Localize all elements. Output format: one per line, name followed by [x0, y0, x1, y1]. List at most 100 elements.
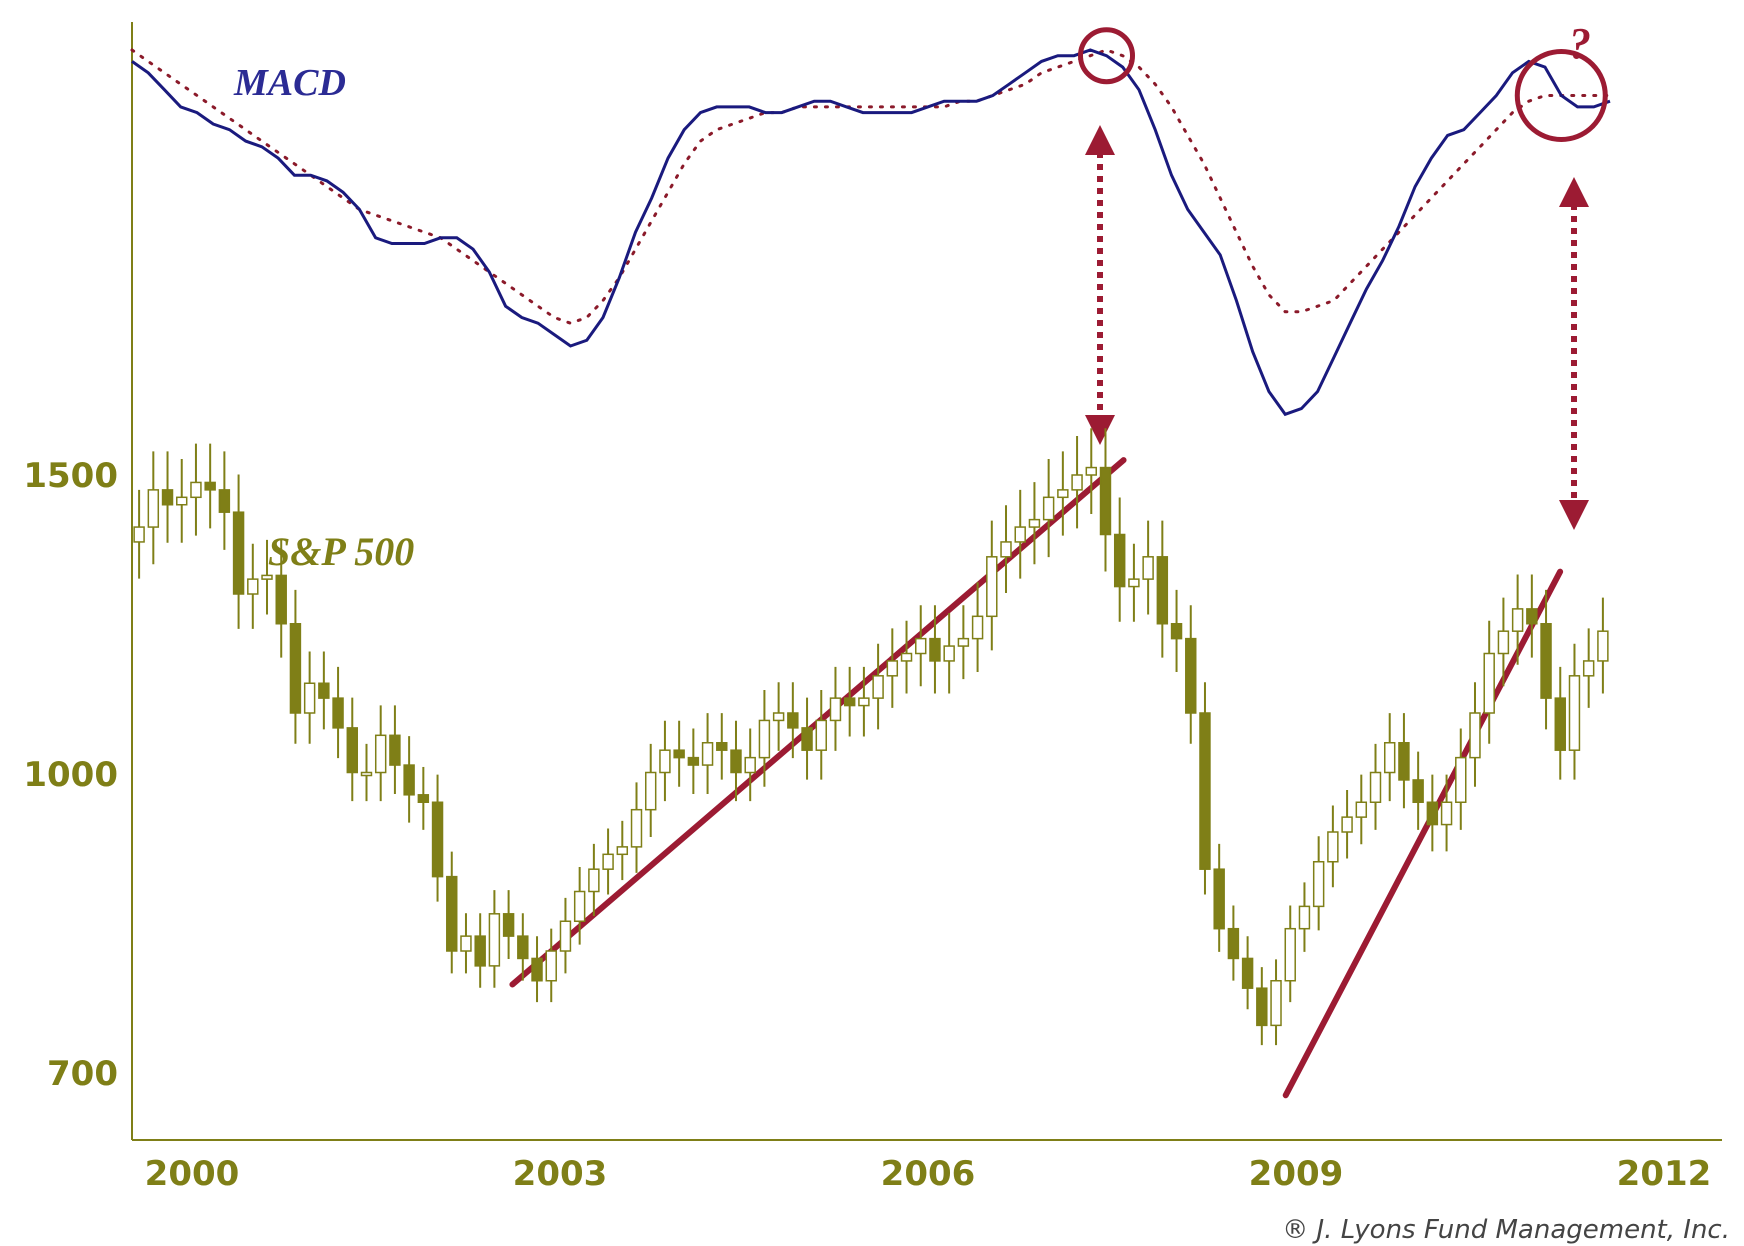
candle-body	[1185, 637, 1197, 714]
candle-body	[1483, 652, 1495, 714]
y-tick-1500: 1500	[23, 456, 118, 496]
credit: ® J. Lyons Fund Management, Inc.	[1282, 1215, 1730, 1245]
candle-body	[801, 727, 813, 751]
candle-body	[644, 771, 657, 811]
candle-body	[403, 764, 415, 796]
candle-body	[502, 913, 515, 937]
candle-body	[957, 637, 970, 647]
candle-body	[630, 808, 643, 848]
candle-body	[303, 682, 316, 714]
candle-body	[1284, 927, 1296, 982]
macd-panel: MACD	[130, 48, 1612, 417]
candle-body	[1341, 816, 1353, 833]
candle-body	[829, 697, 842, 722]
candle-body	[446, 875, 458, 952]
candle-body	[1369, 771, 1382, 803]
candle-body	[1383, 742, 1396, 774]
candle-body	[673, 749, 685, 759]
candle-body	[1597, 630, 1609, 662]
x-tick-2003: 2003	[513, 1154, 608, 1194]
candle-body	[1497, 630, 1510, 655]
candle-body	[986, 556, 998, 618]
candle-body	[1582, 660, 1595, 677]
candle-body	[133, 526, 145, 543]
candle-body	[1042, 496, 1055, 521]
y-tick-labels: 1500 1000 700	[23, 456, 118, 1094]
candle-body	[261, 574, 273, 580]
candle-body	[218, 489, 231, 513]
y-tick-1000: 1000	[23, 755, 118, 795]
candle-body	[1440, 801, 1453, 826]
candle-body	[1540, 623, 1552, 699]
candle-body	[374, 734, 387, 774]
candle-body	[161, 489, 174, 506]
candle-body	[417, 794, 430, 803]
candle-body	[1327, 831, 1339, 863]
candle-body	[1099, 466, 1112, 536]
candle-body	[1156, 556, 1169, 625]
candle-body	[1568, 675, 1581, 751]
candle-body	[545, 950, 557, 982]
candle-body	[744, 756, 756, 774]
candle-body	[915, 637, 927, 655]
macd-label: MACD	[233, 62, 346, 104]
candle-body	[843, 697, 856, 707]
candle-body	[1511, 608, 1524, 632]
candle-body	[1241, 957, 1254, 989]
trendline-2009-2011	[1282, 568, 1564, 1099]
candle-body	[147, 489, 160, 528]
candle-body	[573, 890, 586, 922]
candle-body	[289, 623, 302, 714]
candle-body	[1128, 578, 1140, 588]
candle-body	[1142, 556, 1154, 580]
candle-body	[872, 675, 884, 699]
candle-body	[1014, 526, 1026, 543]
candle-body	[346, 727, 359, 774]
candle-body	[389, 734, 401, 766]
candle-body	[488, 913, 501, 967]
candle-body	[1113, 533, 1126, 588]
candle-body	[787, 712, 799, 729]
candle-body	[1227, 927, 1240, 960]
candle-body	[1270, 980, 1282, 1027]
candle-body	[332, 697, 344, 729]
candle-body	[659, 749, 671, 774]
candle-body	[1071, 474, 1083, 491]
candle-body	[1469, 712, 1481, 759]
question-mark-label: ?	[1569, 19, 1591, 68]
candle-body	[815, 719, 827, 751]
candle-body	[559, 920, 572, 952]
candle-body	[1213, 868, 1225, 930]
candle-body	[1000, 541, 1012, 558]
candle-body	[943, 645, 955, 662]
candle-body	[687, 756, 700, 766]
candle-body	[602, 853, 614, 870]
macd-line	[131, 48, 1611, 417]
candle-body	[900, 652, 913, 662]
candle-body	[460, 935, 472, 952]
candle-body	[275, 574, 287, 625]
candle-body	[318, 682, 330, 699]
candle-body	[247, 578, 259, 595]
x-tick-labels: 2000 2003 2006 2009 2012	[145, 1154, 1712, 1194]
candle-body	[716, 742, 728, 751]
sp500-label: S&P 500	[268, 529, 414, 574]
y-tick-700: 700	[47, 1054, 118, 1094]
candle-body	[1426, 801, 1439, 826]
candle-body	[531, 957, 543, 982]
macd-signal-line	[130, 48, 1612, 325]
candle-body	[1355, 801, 1368, 818]
candle-body	[1455, 756, 1467, 803]
candle-body	[517, 935, 529, 960]
candle-body	[701, 742, 714, 766]
candle-body	[1554, 697, 1566, 751]
candle-body	[1170, 623, 1183, 640]
candle-body	[758, 719, 771, 759]
sp500-candles	[133, 428, 1609, 1046]
candle-body	[1412, 779, 1424, 803]
macd-question-circle	[1514, 49, 1608, 143]
annotations: ?	[509, 19, 1608, 1099]
candle-body	[1256, 987, 1268, 1027]
candle-body	[1298, 905, 1311, 930]
candle-body	[1398, 742, 1410, 781]
